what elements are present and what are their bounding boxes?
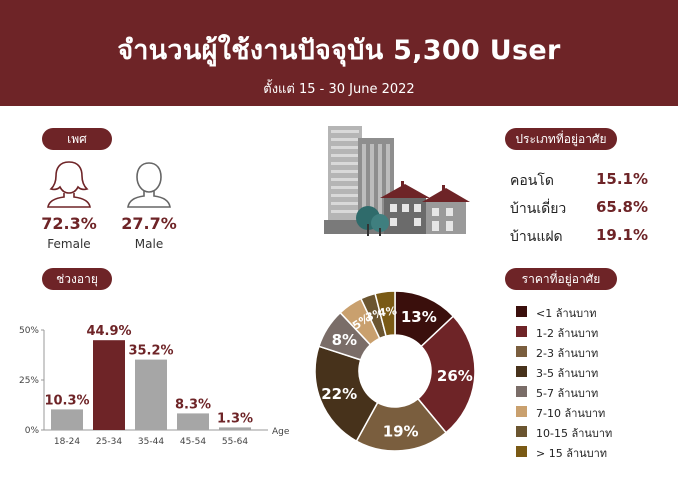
legend-label: 7-10 ล้านบาท: [536, 407, 606, 420]
female-icon: [47, 161, 91, 208]
slice-data-label: 13%: [401, 308, 437, 326]
housing-row-condo: คอนโด 15.1%: [510, 170, 660, 192]
x-tick-label: 55-64: [222, 437, 248, 447]
bar-data-label: 1.3%: [217, 411, 253, 426]
legend-label: 3-5 ล้านบาท: [536, 367, 599, 380]
housing-name: บ้านแฝด: [510, 229, 563, 245]
legend-swatch: [516, 326, 527, 337]
male-percent: 27.7%: [121, 214, 177, 233]
housing-value: 19.1%: [595, 226, 648, 244]
slice-data-label: 22%: [321, 385, 357, 403]
legend-swatch: [516, 426, 527, 437]
male-stat: 27.7% Male: [114, 160, 184, 251]
male-icon: [127, 162, 171, 208]
legend-swatch: [516, 346, 527, 357]
slice-data-label: 26%: [437, 367, 473, 385]
legend-label: 5-7 ล้านบาท: [536, 387, 599, 400]
price-donut-chart: 13%26%19%22%8%5%3%4%: [314, 290, 476, 452]
bar: [135, 359, 167, 430]
male-label: Male: [134, 237, 164, 251]
bar: [219, 427, 251, 430]
legend-label: 10-15 ล้านบาท: [536, 427, 613, 440]
buildings-illustration: [324, 126, 470, 236]
y-tick-label: 25%: [19, 376, 39, 386]
gender-section-label: เพศ: [42, 128, 112, 150]
slice-data-label: 8%: [332, 331, 357, 349]
bar: [93, 340, 125, 430]
y-tick-label: 50%: [19, 326, 39, 336]
legend-label: 1-2 ล้านบาท: [536, 327, 599, 340]
donut-slice: [374, 290, 396, 338]
bar: [177, 413, 209, 430]
x-tick-label: 25-34: [96, 437, 122, 447]
legend-swatch: [516, 306, 527, 317]
bar: [51, 409, 83, 430]
age-bar-chart: 0% 25% 50% 10.3% 18-24 44.9% 25-34 35.2% 35-44 8.…: [19, 324, 290, 447]
bar-data-label: 35.2%: [128, 344, 173, 359]
page-title: จำนวนผู้ใช้งานปัจจุบัน 5,300 User: [117, 35, 561, 66]
legend-swatch: [516, 386, 527, 397]
y-tick-label: 0%: [25, 426, 40, 436]
housing-row-twin: บ้านแฝด 19.1%: [510, 226, 660, 248]
legend-label: <1 ล้านบาท: [536, 307, 597, 320]
x-tick-label: 45-54: [180, 437, 206, 447]
female-stat: 72.3% Female: [34, 160, 104, 251]
bar-data-label: 10.3%: [44, 393, 89, 408]
bar-data-label: 44.9%: [86, 324, 131, 339]
donut-slice: [416, 315, 476, 434]
x-tick-label: 18-24: [54, 437, 80, 447]
donut-slice: [314, 345, 379, 443]
bar-data-label: 8.3%: [175, 397, 211, 412]
x-tick-label: 35-44: [138, 437, 164, 447]
slice-data-label: 4%: [377, 304, 397, 319]
x-axis-label: Age: [272, 427, 290, 437]
female-label: Female: [47, 237, 91, 251]
age-section-label: ช่วงอายุ: [42, 268, 112, 290]
header-banner: จำนวนผู้ใช้งานปัจจุบัน 5,300 User ตั้งแต…: [0, 0, 678, 106]
legend-swatch: [516, 406, 527, 417]
housing-name: คอนโด: [510, 173, 554, 189]
price-section-label: ราคาที่อยู่อาศัย: [505, 268, 617, 290]
housing-value: 65.8%: [595, 198, 648, 216]
housing-name: บ้านเดี่ยว: [510, 201, 567, 217]
housing-row-detached: บ้านเดี่ยว 65.8%: [510, 198, 660, 220]
legend-swatch: [516, 446, 527, 457]
legend-label: 2-3 ล้านบาท: [536, 347, 599, 360]
housing-section-label: ประเภทที่อยู่อาศัย: [505, 128, 617, 150]
legend-swatch: [516, 366, 527, 377]
slice-data-label: 19%: [383, 423, 419, 441]
female-percent: 72.3%: [41, 214, 97, 233]
legend-label: > 15 ล้านบาท: [536, 447, 608, 460]
date-range: ตั้งแต่ 15 - 30 June 2022: [263, 82, 415, 97]
housing-value: 15.1%: [595, 170, 648, 188]
